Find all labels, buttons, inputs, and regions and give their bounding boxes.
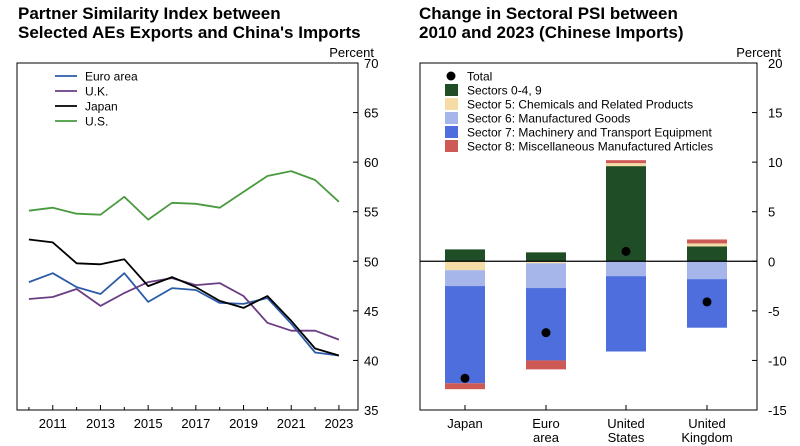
total-marker (621, 246, 631, 256)
bar-segment (606, 261, 646, 277)
left-x-tick-label: 2015 (134, 416, 163, 431)
total-marker (702, 297, 712, 307)
left-y-tick-label: 40 (364, 353, 378, 368)
line-series-euro-area (28, 272, 340, 357)
left-y-tick-label: 55 (364, 205, 378, 220)
right-chart-title-line2: 2010 and 2023 (Chinese Imports) (419, 23, 684, 42)
bar-segment (526, 252, 566, 262)
left-y-tick-label: 50 (364, 254, 378, 269)
legend-swatch (445, 98, 458, 110)
line-series-u-s (28, 170, 340, 221)
bar-segment (445, 286, 485, 384)
left-chart-title-line2: Selected AEs Exports and China's Imports (18, 23, 361, 42)
category-label: United (607, 416, 645, 431)
category-label: States (608, 430, 645, 445)
legend-swatch (445, 84, 458, 96)
right-chart-title-line1: Change in Sectoral PSI between (419, 4, 678, 23)
legend-label: Sector 7: Machinery and Transport Equipm… (467, 126, 712, 140)
left-y-tick-label: 35 (364, 403, 378, 418)
left-x-tick-label: 2023 (324, 416, 353, 431)
left-y-tick-label: 65 (364, 106, 378, 121)
line-series-japan (28, 238, 340, 357)
right-y-tick-label: 0 (768, 254, 775, 269)
bar-segment (445, 249, 485, 262)
legend-swatch (445, 140, 458, 152)
bar-segment (687, 279, 727, 328)
legend-label: Sector 6: Manufactured Goods (467, 112, 630, 126)
bar-segment (445, 261, 485, 271)
bar-segment (526, 360, 566, 370)
legend-swatch (445, 112, 458, 124)
category-label: United (688, 416, 726, 431)
bar-segment (606, 163, 646, 167)
left-x-tick-label: 2021 (277, 416, 306, 431)
legend-label: U.K. (85, 85, 108, 99)
category-label: Kingdom (681, 430, 732, 445)
line-series-u-k (28, 277, 340, 341)
category-label: area (533, 430, 560, 445)
legend-label: Sector 8: Miscellaneous Manufactured Art… (467, 140, 713, 154)
legend-label: Euro area (85, 70, 138, 84)
total-marker (541, 328, 551, 338)
right-y-tick-label: -5 (768, 304, 780, 319)
left-y-tick-label: 45 (364, 304, 378, 319)
legend-label: Japan (85, 100, 118, 114)
category-label: Japan (447, 416, 482, 431)
bar-segment (687, 246, 727, 262)
right-y-tick-label: -10 (768, 353, 787, 368)
left-y-tick-label: 70 (364, 56, 378, 71)
legend-swatch (445, 126, 458, 138)
right-y-tick-label: 15 (768, 106, 782, 121)
right-y-axis-label: Percent (736, 45, 781, 60)
left-x-tick-label: 2017 (181, 416, 210, 431)
legend-label: Sector 5: Chemicals and Related Products (467, 98, 693, 112)
left-y-axis-label: Percent (329, 45, 374, 60)
bar-segment (526, 263, 566, 289)
bar-segment (606, 276, 646, 352)
legend-label: Sectors 0-4, 9 (467, 84, 542, 98)
bar-segment (687, 239, 727, 244)
left-plot-frame (16, 62, 359, 411)
left-x-tick-label: 2011 (39, 416, 67, 431)
left-chart-title-line1: Partner Similarity Index between (18, 4, 281, 23)
bar-segment (526, 261, 566, 264)
bar-segment (687, 243, 727, 247)
bar-segment (445, 270, 485, 287)
right-y-tick-label: 5 (768, 205, 775, 220)
left-y-tick-label: 60 (364, 155, 378, 170)
right-y-tick-label: -15 (768, 403, 787, 418)
bar-segment (445, 383, 485, 390)
left-x-tick-label: 2019 (229, 416, 258, 431)
legend-total-marker (446, 71, 456, 81)
left-chart-title: Partner Similarity Index between Selecte… (18, 4, 361, 42)
total-marker (460, 373, 470, 383)
bar-segment (526, 288, 566, 361)
right-plot-frame (419, 62, 758, 411)
right-y-tick-label: 20 (768, 56, 782, 71)
left-x-tick-label: 2013 (86, 416, 115, 431)
right-chart-title: Change in Sectoral PSI between 2010 and … (419, 4, 684, 42)
legend-label: Total (467, 70, 492, 84)
bar-segment (606, 166, 646, 262)
legend-label: U.S. (85, 115, 108, 129)
right-y-tick-label: 10 (768, 155, 782, 170)
bar-segment (687, 261, 727, 280)
bar-segment (606, 160, 646, 164)
category-label: Euro (532, 416, 559, 431)
